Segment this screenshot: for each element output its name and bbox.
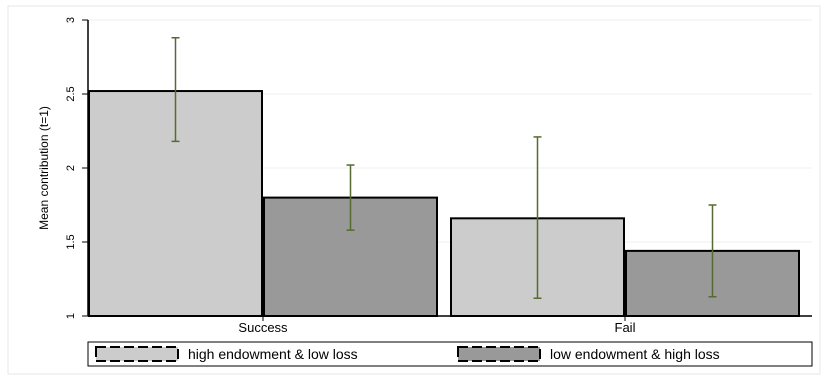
chart-frame [7, 5, 821, 375]
legend: high endowment & low loss low endowment &… [87, 341, 813, 367]
x-category-labels: Success Fail [238, 316, 636, 335]
error-bars [171, 37, 717, 299]
y-tick-label: 1 [65, 313, 77, 319]
y-tick-label: 3 [65, 17, 77, 23]
legend-box [87, 341, 813, 367]
y-axis-label: Mean contribution (t=1) [37, 106, 51, 230]
legend-label: low endowment & high loss [550, 346, 720, 362]
y-tick-label: 2 [65, 165, 77, 171]
y-tick-label: 1.5 [65, 234, 77, 249]
legend-swatch [457, 346, 541, 362]
x-category-label: Success [238, 320, 288, 335]
y-tick-label: 2.5 [65, 86, 77, 101]
y-ticks: 1 1.5 2 2.5 3 [65, 17, 88, 319]
legend-label: high endowment & low loss [188, 346, 358, 362]
x-category-label: Fail [615, 320, 636, 335]
legend-swatch [95, 346, 179, 362]
